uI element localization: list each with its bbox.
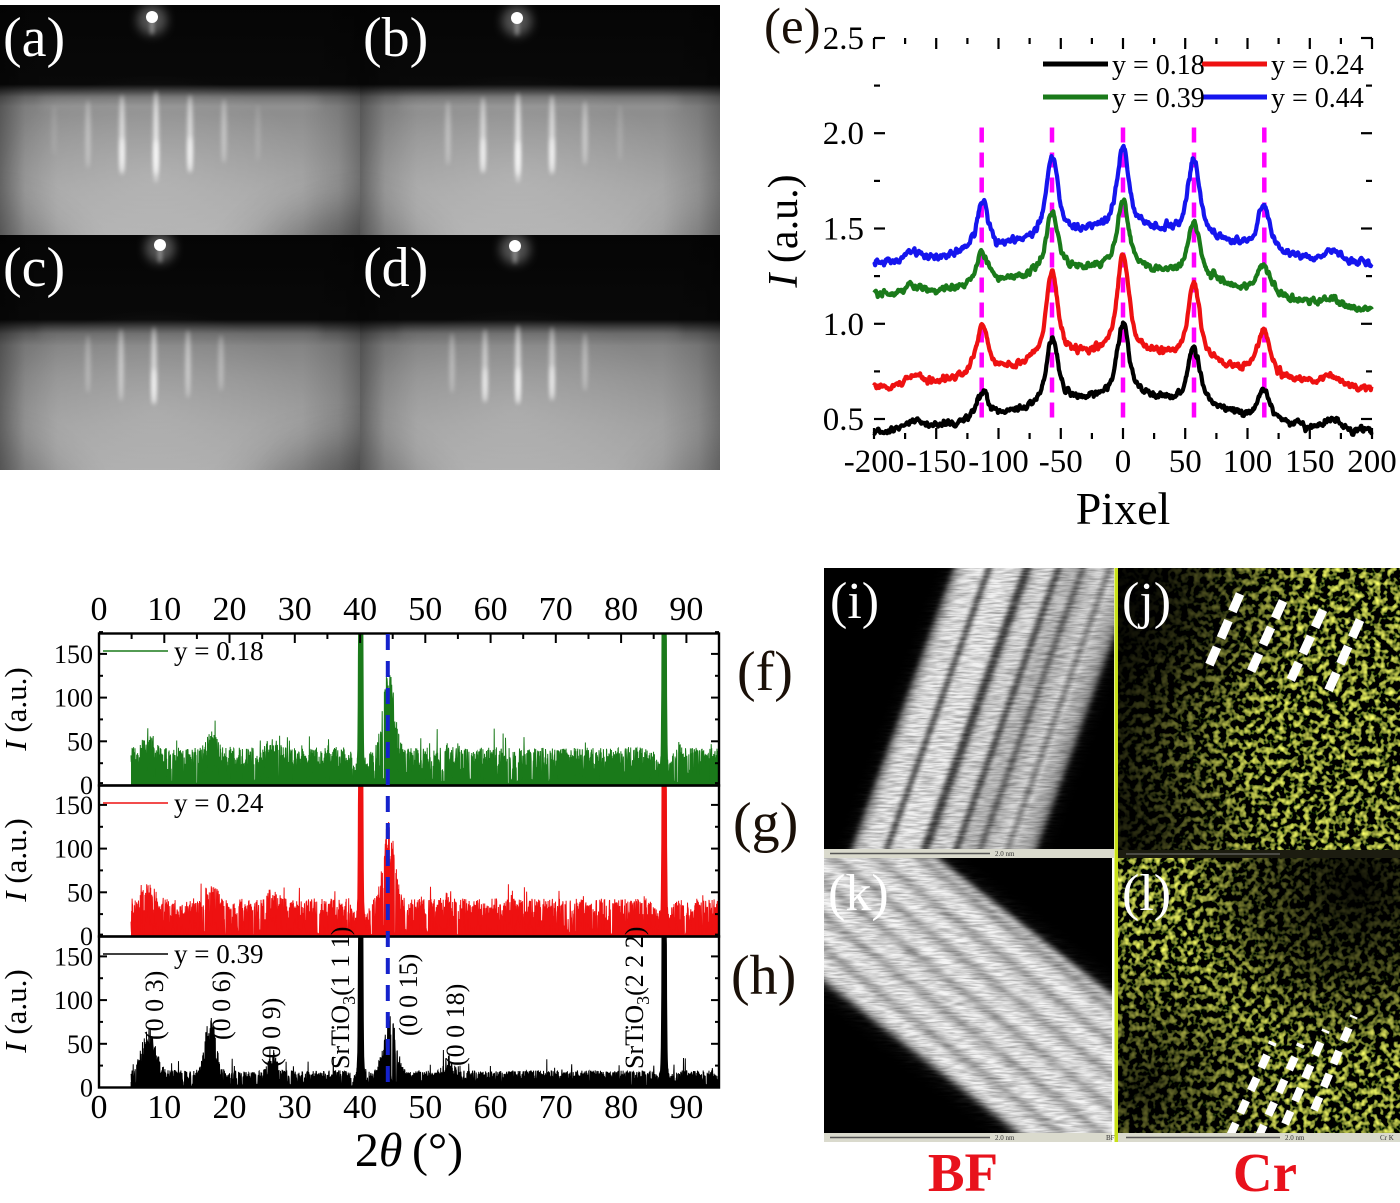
svg-text:(i): (i) xyxy=(830,573,879,630)
svg-text:100: 100 xyxy=(54,684,93,713)
svg-text:SrTiO3(2 2 2): SrTiO3(2 2 2) xyxy=(620,927,653,1069)
svg-text:70: 70 xyxy=(539,1089,573,1126)
svg-text:60: 60 xyxy=(474,1089,508,1126)
svg-text:y = 0.24: y = 0.24 xyxy=(174,788,264,818)
svg-text:200: 200 xyxy=(1347,444,1397,480)
svg-text:I (a.u.): I (a.u.) xyxy=(761,174,807,288)
svg-text:1.0: 1.0 xyxy=(823,307,864,343)
svg-text:y = 0.18: y = 0.18 xyxy=(174,636,263,666)
svg-text:(0 0 15): (0 0 15) xyxy=(394,954,423,1036)
svg-text:-150: -150 xyxy=(906,444,967,480)
svg-text:100: 100 xyxy=(1223,444,1273,480)
svg-text:1.5: 1.5 xyxy=(823,212,864,248)
svg-text:40: 40 xyxy=(343,591,377,628)
svg-text:2.0: 2.0 xyxy=(823,116,864,152)
svg-text:150: 150 xyxy=(54,640,93,669)
svg-text:(0 0 6): (0 0 6) xyxy=(207,971,236,1040)
svg-text:80: 80 xyxy=(604,1089,638,1126)
svg-text:(k): (k) xyxy=(828,865,889,922)
svg-text:40: 40 xyxy=(343,1089,377,1126)
svg-text:2.0 nm: 2.0 nm xyxy=(995,850,1015,858)
svg-text:-200: -200 xyxy=(844,444,905,480)
svg-text:50: 50 xyxy=(67,878,93,907)
svg-text:Cr K: Cr K xyxy=(1380,1134,1394,1142)
svg-text:(h): (h) xyxy=(731,945,796,1007)
svg-text:(e): (e) xyxy=(764,0,821,55)
svg-text:50: 50 xyxy=(408,591,442,628)
svg-text:(0 0 3): (0 0 3) xyxy=(140,971,169,1040)
svg-text:50: 50 xyxy=(67,1030,93,1059)
svg-text:50: 50 xyxy=(67,727,93,756)
svg-text:0.5: 0.5 xyxy=(823,402,864,438)
svg-text:y = 0.24: y = 0.24 xyxy=(1271,50,1364,81)
svg-text:(a): (a) xyxy=(3,7,65,69)
svg-text:(b): (b) xyxy=(363,7,428,69)
svg-text:2θ (°): 2θ (°) xyxy=(355,1124,463,1177)
svg-text:(f): (f) xyxy=(737,641,793,703)
svg-text:I (a.u.): I (a.u.) xyxy=(0,667,33,751)
svg-text:100: 100 xyxy=(54,986,93,1015)
svg-text:70: 70 xyxy=(539,591,573,628)
svg-text:0: 0 xyxy=(91,1089,108,1126)
svg-text:I (a.u.): I (a.u.) xyxy=(0,818,33,902)
svg-text:(c): (c) xyxy=(3,237,65,299)
svg-text:-100: -100 xyxy=(968,444,1029,480)
svg-text:20: 20 xyxy=(213,591,247,628)
svg-text:150: 150 xyxy=(54,791,93,820)
svg-text:20: 20 xyxy=(213,1089,247,1126)
svg-text:y = 0.18: y = 0.18 xyxy=(1112,50,1205,81)
svg-text:30: 30 xyxy=(278,1089,312,1126)
svg-text:150: 150 xyxy=(1285,444,1335,480)
svg-text:y = 0.39: y = 0.39 xyxy=(1112,83,1205,114)
svg-text:(d): (d) xyxy=(363,237,428,299)
svg-text:-50: -50 xyxy=(1039,444,1083,480)
svg-text:90: 90 xyxy=(669,1089,703,1126)
svg-text:(0 0 9): (0 0 9) xyxy=(257,998,286,1067)
svg-text:y = 0.44: y = 0.44 xyxy=(1271,83,1364,114)
svg-text:I (a.u.): I (a.u.) xyxy=(0,969,33,1053)
svg-text:0: 0 xyxy=(80,922,93,951)
svg-text:(l): (l) xyxy=(1122,865,1171,922)
svg-text:150: 150 xyxy=(54,942,93,971)
svg-text:SrTiO3(1 1 1): SrTiO3(1 1 1) xyxy=(326,927,359,1069)
svg-text:10: 10 xyxy=(147,591,181,628)
svg-text:(g): (g) xyxy=(733,792,798,854)
svg-text:0: 0 xyxy=(91,591,108,628)
svg-text:0: 0 xyxy=(1115,444,1132,480)
svg-text:2.5: 2.5 xyxy=(823,21,864,57)
svg-text:50: 50 xyxy=(408,1089,442,1126)
svg-text:0: 0 xyxy=(80,1074,93,1103)
svg-text:90: 90 xyxy=(669,591,703,628)
svg-text:50: 50 xyxy=(1169,444,1202,480)
svg-text:80: 80 xyxy=(604,591,638,628)
svg-text:Pixel: Pixel xyxy=(1076,483,1171,534)
svg-text:10: 10 xyxy=(147,1089,181,1126)
svg-text:100: 100 xyxy=(54,835,93,864)
svg-text:y = 0.39: y = 0.39 xyxy=(174,939,263,969)
svg-text:2.0 nm: 2.0 nm xyxy=(1285,1134,1305,1142)
svg-text:(j): (j) xyxy=(1122,573,1171,630)
svg-text:30: 30 xyxy=(278,591,312,628)
svg-text:0: 0 xyxy=(80,771,93,800)
svg-text:60: 60 xyxy=(474,591,508,628)
svg-text:2.0 nm: 2.0 nm xyxy=(995,1134,1015,1142)
svg-text:BF: BF xyxy=(1106,1134,1115,1142)
svg-text:(0 0 18): (0 0 18) xyxy=(441,984,470,1066)
